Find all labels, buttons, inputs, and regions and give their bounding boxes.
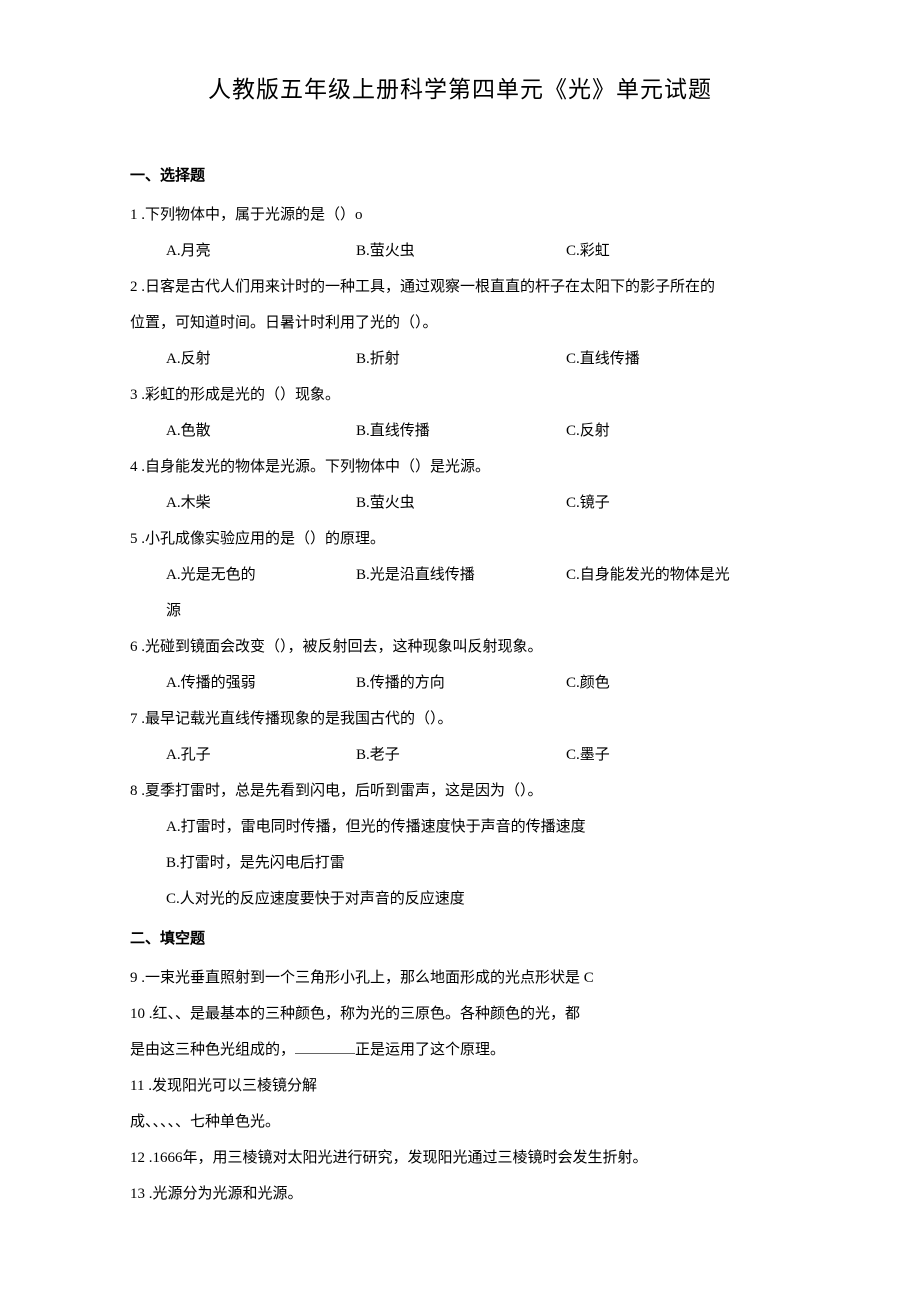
q8-opt-b: B.打雷时，是先闪电后打雷 <box>130 845 790 881</box>
q5-opt-c-cont: 源 <box>166 593 790 629</box>
q6-options: A.传播的强弱 B.传播的方向 C.颜色 <box>130 665 790 701</box>
q6-opt-a: A.传播的强弱 <box>166 665 356 701</box>
q13: 13 .光源分为光源和光源。 <box>130 1176 790 1212</box>
page-title: 人教版五年级上册科学第四单元《光》单元试题 <box>130 70 790 104</box>
q4-options: A.木柴 B.萤火虫 C.镜子 <box>130 485 790 521</box>
q7-stem: 7 .最早记载光直线传播现象的是我国古代的（）。 <box>130 701 790 737</box>
q8-opt-c: C.人对光的反应速度要快于对声音的反应速度 <box>130 881 790 917</box>
q6-opt-c: C.颜色 <box>566 665 790 701</box>
q1-options: A.月亮 B.萤火虫 C.彩虹 <box>130 233 790 269</box>
q1-opt-a: A.月亮 <box>166 233 356 269</box>
q2-opt-b: B.折射 <box>356 341 566 377</box>
q8-opt-a: A.打雷时，雷电同时传播，但光的传播速度快于声音的传播速度 <box>130 809 790 845</box>
q10-blank <box>295 1040 355 1054</box>
q4-opt-b: B.萤火虫 <box>356 485 566 521</box>
q4-opt-a: A.木柴 <box>166 485 356 521</box>
q3-opt-c: C.反射 <box>566 413 790 449</box>
q11-line1: 11 .发现阳光可以三棱镜分解 <box>130 1068 790 1104</box>
section-2-heading: 二、填空题 <box>130 927 790 948</box>
q5-opt-c: C.自身能发光的物体是光 <box>566 557 790 593</box>
q2-options: A.反射 B.折射 C.直线传播 <box>130 341 790 377</box>
q7-opt-a: A.孔子 <box>166 737 356 773</box>
q10-line2-a: 是由这三种色光组成的， <box>130 1042 295 1058</box>
q7-opt-c: C.墨子 <box>566 737 790 773</box>
q4-stem: 4 .自身能发光的物体是光源。下列物体中（）是光源。 <box>130 449 790 485</box>
q6-opt-b: B.传播的方向 <box>356 665 566 701</box>
q2-stem-line2: 位置，可知道时间。日暑计时利用了光的（）。 <box>130 305 790 341</box>
q3-options: A.色散 B.直线传播 C.反射 <box>130 413 790 449</box>
q5-options: A.光是无色的 B.光是沿直线传播 C.自身能发光的物体是光 源 <box>130 557 790 629</box>
q4-opt-c: C.镜子 <box>566 485 790 521</box>
q6-stem: 6 .光碰到镜面会改变（），被反射回去，这种现象叫反射现象。 <box>130 629 790 665</box>
q8-stem: 8 .夏季打雷时，总是先看到闪电，后听到雷声，这是因为（）。 <box>130 773 790 809</box>
q3-stem: 3 .彩虹的形成是光的（）现象。 <box>130 377 790 413</box>
q11-line2: 成、、、、、七种单色光。 <box>130 1104 790 1140</box>
q2-stem-line1: 2 .日客是古代人们用来计时的一种工具，通过观察一根直直的杆子在太阳下的影子所在… <box>130 269 790 305</box>
q7-options: A.孔子 B.老子 C.墨子 <box>130 737 790 773</box>
q12: 12 .1666年，用三棱镜对太阳光进行研究，发现阳光通过三棱镜时会发生折射。 <box>130 1140 790 1176</box>
q3-opt-a: A.色散 <box>166 413 356 449</box>
q5-opt-a: A.光是无色的 <box>166 557 356 593</box>
q2-opt-c: C.直线传播 <box>566 341 790 377</box>
q10-line2-b: 正是运用了这个原理。 <box>355 1042 505 1058</box>
q1-stem: 1 .下列物体中，属于光源的是（）o <box>130 197 790 233</box>
q7-opt-b: B.老子 <box>356 737 566 773</box>
q2-opt-a: A.反射 <box>166 341 356 377</box>
q1-opt-b: B.萤火虫 <box>356 233 566 269</box>
section-1-heading: 一、选择题 <box>130 164 790 185</box>
q9: 9 .一束光垂直照射到一个三角形小孔上，那么地面形成的光点形状是 C <box>130 960 790 996</box>
q5-stem: 5 .小孔成像实验应用的是（）的原理。 <box>130 521 790 557</box>
q10-line2: 是由这三种色光组成的， 正是运用了这个原理。 <box>130 1032 790 1068</box>
q5-opt-b: B.光是沿直线传播 <box>356 557 566 593</box>
q1-opt-c: C.彩虹 <box>566 233 790 269</box>
q3-opt-b: B.直线传播 <box>356 413 566 449</box>
q10-line1: 10 .红、、是最基本的三种颜色，称为光的三原色。各种颜色的光，都 <box>130 996 790 1032</box>
